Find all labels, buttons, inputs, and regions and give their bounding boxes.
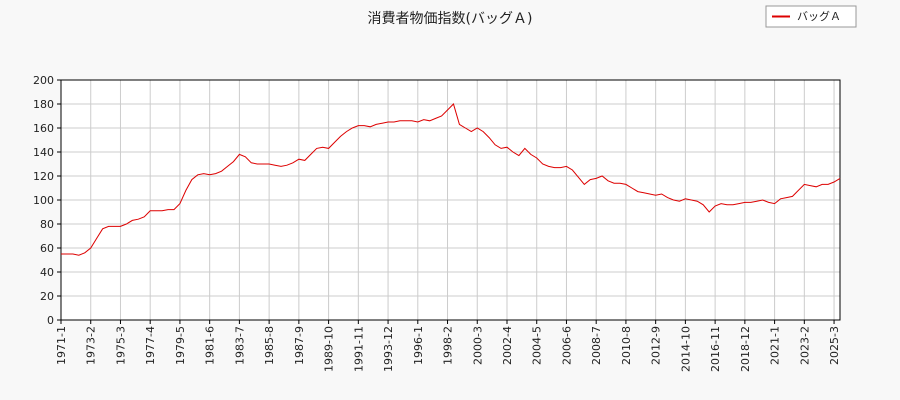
y-tick-label: 140 (33, 146, 54, 159)
x-tick-label: 2002-4 (501, 326, 514, 365)
x-tick-label: 1991-11 (352, 326, 365, 372)
x-tick-label: 1987-9 (293, 326, 306, 365)
x-tick-label: 2018-12 (739, 326, 752, 372)
x-tick-label: 2023-2 (798, 326, 811, 365)
y-tick-label: 120 (33, 170, 54, 183)
x-tick-label: 2014-10 (679, 326, 692, 372)
x-tick-label: 1973-2 (85, 326, 98, 365)
chart-title: 消費者物価指数(バッグＡ) (368, 11, 533, 27)
x-tick-label: 1981-6 (204, 326, 217, 365)
y-tick-label: 60 (40, 242, 54, 255)
x-tick-label: 2004-5 (531, 326, 544, 365)
x-tick-label: 1993-12 (382, 326, 395, 372)
x-tick-label: 1971-1 (55, 326, 68, 365)
x-tick-label: 1977-4 (144, 326, 157, 365)
legend-label: バッグＡ (797, 9, 841, 23)
x-tick-label: 2000-3 (471, 326, 484, 365)
x-tick-label: 2006-6 (560, 326, 573, 365)
x-tick-label: 1996-1 (412, 326, 425, 365)
x-tick-label: 2012-9 (650, 326, 663, 365)
y-tick-label: 40 (40, 266, 54, 279)
y-tick-label: 20 (40, 290, 54, 303)
y-tick-label: 180 (33, 98, 54, 111)
y-tick-label: 80 (40, 218, 54, 231)
y-tick-label: 0 (47, 314, 54, 327)
y-tick-label: 160 (33, 122, 54, 135)
x-tick-label: 2021-1 (769, 326, 782, 365)
x-tick-label: 1998-2 (442, 326, 455, 365)
x-tick-label: 1975-3 (114, 326, 127, 365)
series-line (61, 103, 841, 256)
x-tick-label: 2025-3 (828, 326, 841, 365)
x-tick-label: 1983-7 (233, 326, 246, 365)
x-tick-label: 1985-8 (263, 326, 276, 365)
x-tick-label: 1979-5 (174, 326, 187, 365)
x-tick-label: 2008-7 (590, 326, 603, 365)
x-tick-label: 2010-8 (620, 326, 633, 365)
x-tick-label: 1989-10 (323, 326, 336, 372)
y-tick-label: 100 (33, 194, 54, 207)
legend-box (765, 5, 857, 28)
plot-frame (60, 79, 841, 321)
x-tick-label: 2016-11 (709, 326, 722, 372)
y-tick-label: 200 (33, 74, 54, 87)
